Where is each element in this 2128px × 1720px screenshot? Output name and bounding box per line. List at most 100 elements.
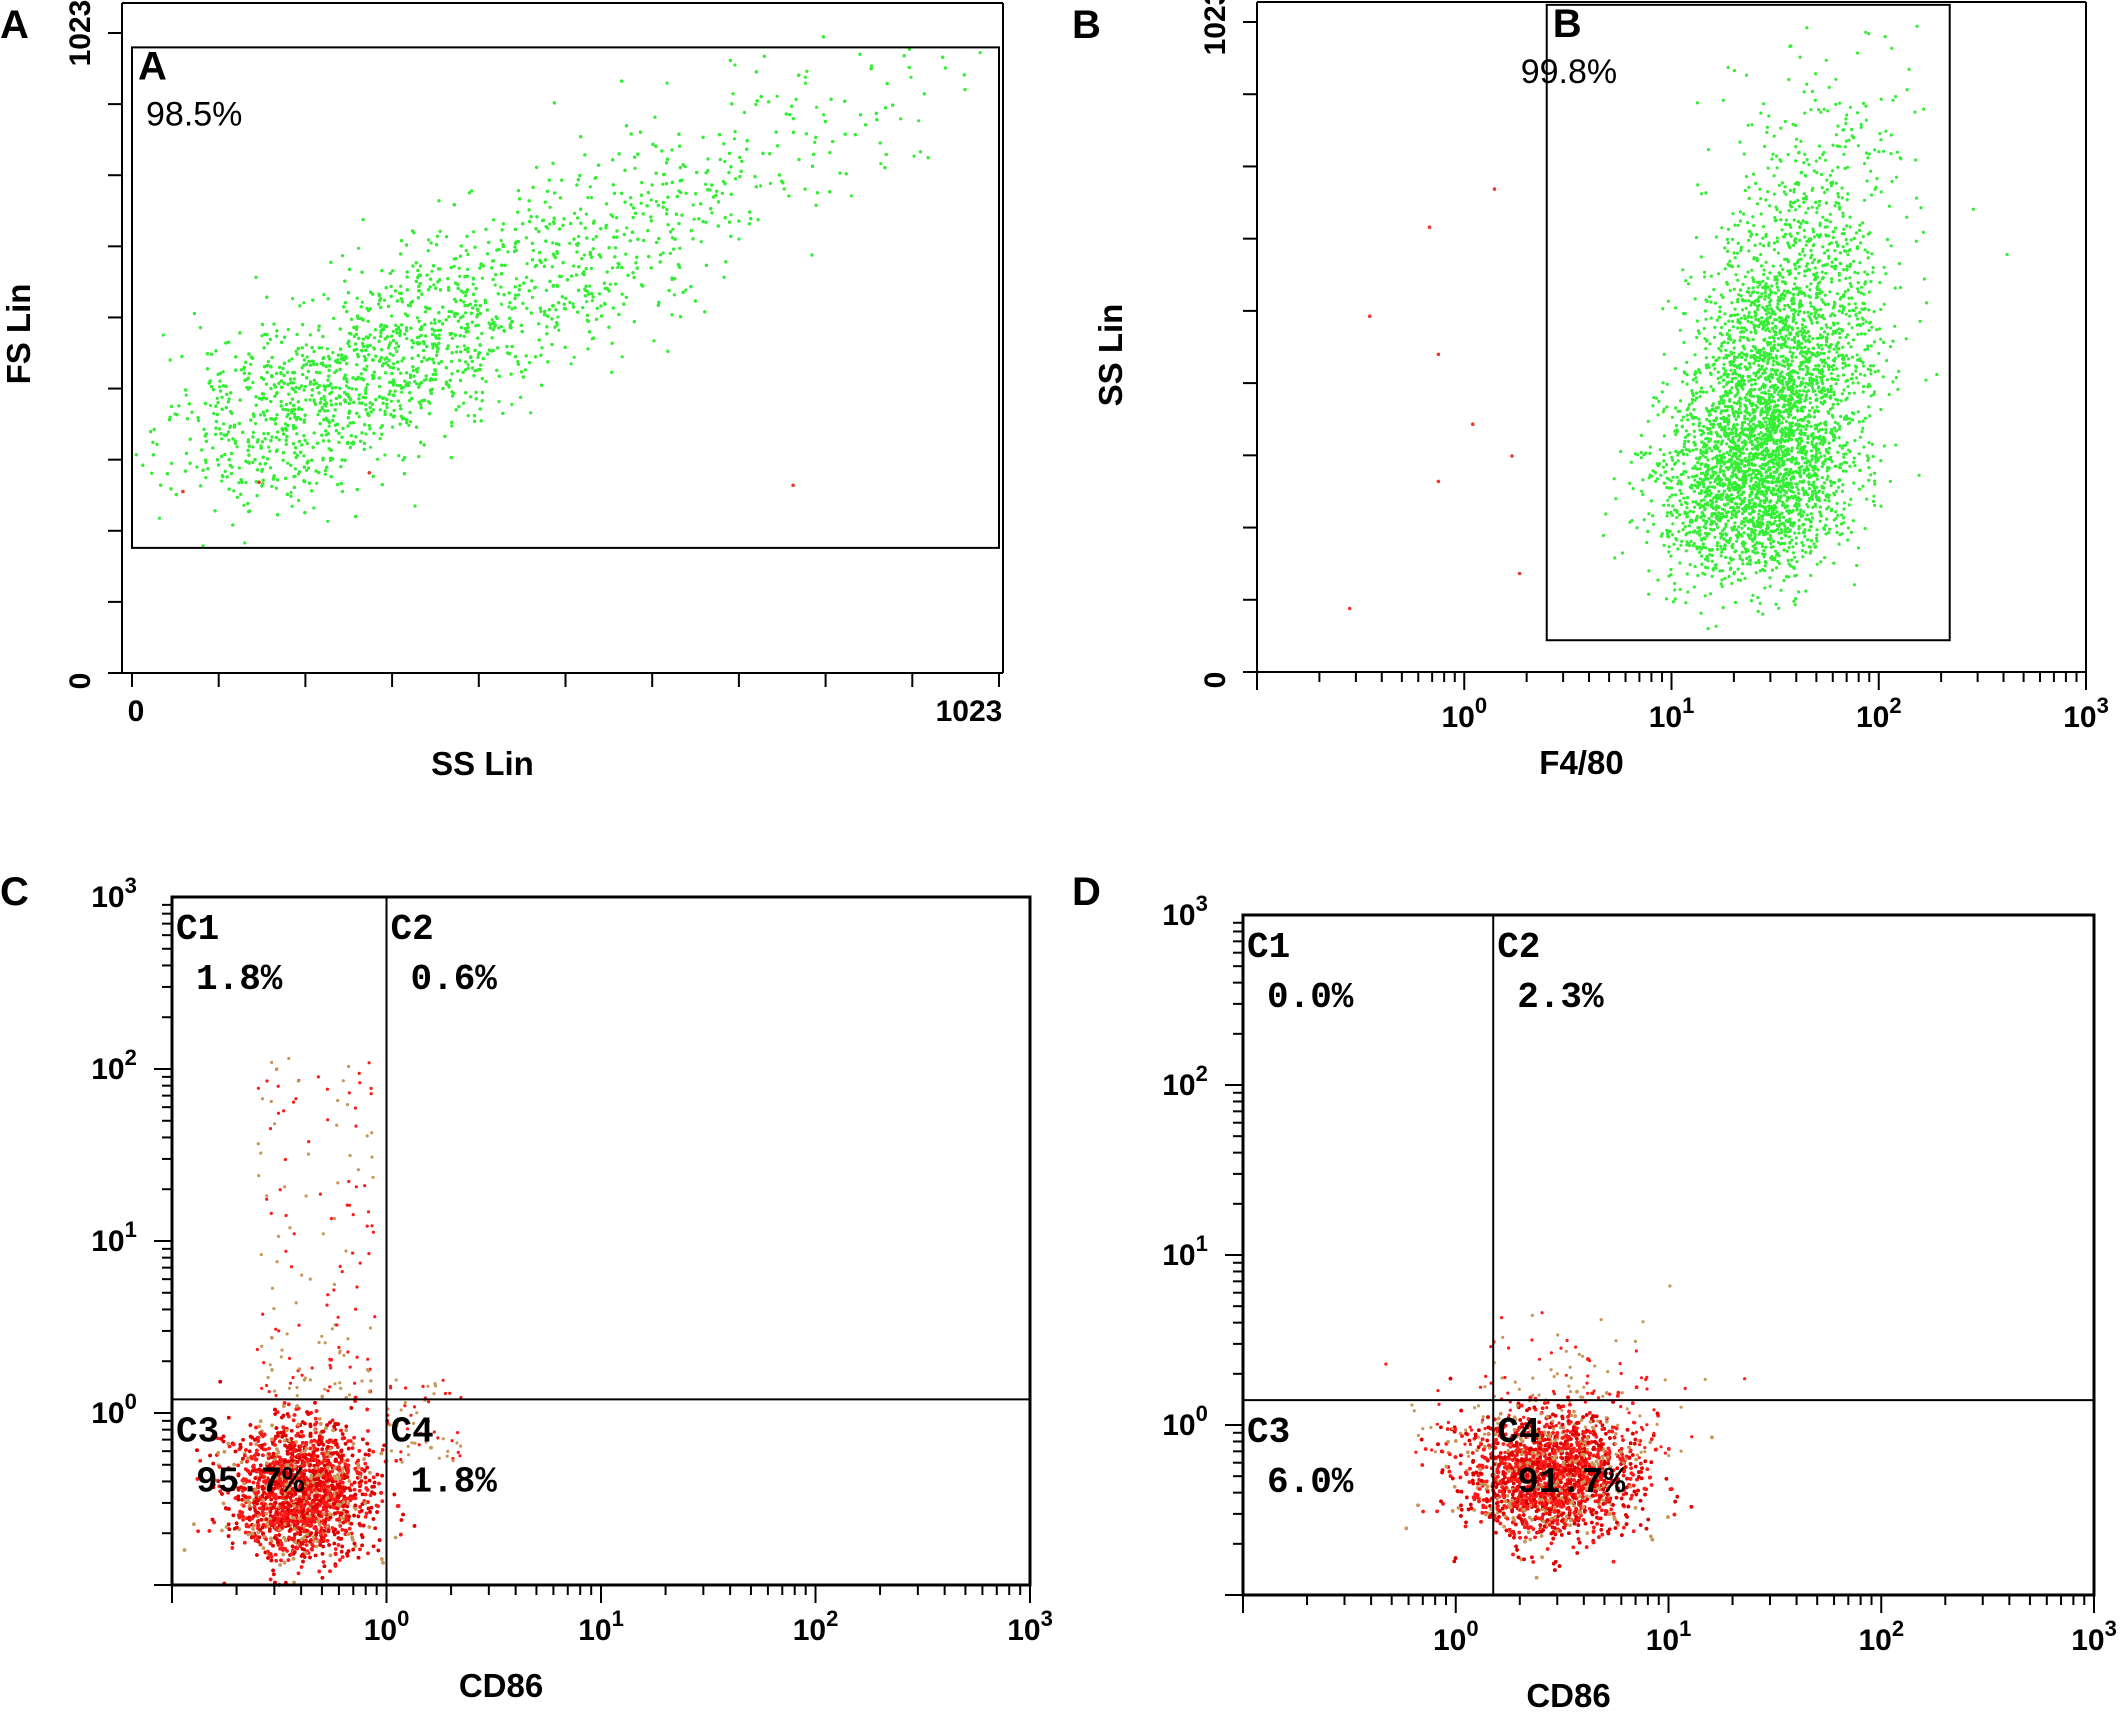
data-point <box>589 255 594 259</box>
data-point <box>518 284 522 288</box>
data-point <box>433 368 437 372</box>
data-point <box>318 409 322 413</box>
data-point <box>269 399 273 404</box>
data-point <box>547 308 551 312</box>
data-point <box>351 421 355 425</box>
data-point <box>577 234 581 239</box>
data-point <box>575 183 579 187</box>
data-point <box>170 461 174 465</box>
data-point <box>474 324 478 328</box>
data-point <box>470 189 474 193</box>
data-point <box>424 377 428 381</box>
data-point <box>289 490 293 495</box>
data-point <box>446 344 450 348</box>
data-point <box>362 378 366 382</box>
data-point <box>270 484 274 488</box>
data-point <box>299 450 303 454</box>
data-point <box>263 462 267 466</box>
data-point <box>1856 144 1860 148</box>
data-point <box>623 200 627 204</box>
data-point <box>284 402 288 407</box>
data-point <box>437 199 441 203</box>
data-point <box>691 237 695 241</box>
data-point <box>405 314 409 318</box>
data-point <box>220 407 224 411</box>
data-point <box>1846 538 1850 542</box>
data-point <box>260 334 264 338</box>
data-point <box>874 111 878 115</box>
data-point <box>1787 243 1791 247</box>
data-point <box>388 352 392 356</box>
data-point <box>352 348 356 352</box>
data-point <box>329 475 333 479</box>
data-point <box>594 235 598 239</box>
data-point <box>151 453 155 457</box>
data-point <box>157 516 162 520</box>
data-point <box>597 253 601 257</box>
data-point <box>664 182 669 186</box>
data-point <box>447 315 451 319</box>
data-point <box>815 105 819 109</box>
data-point <box>302 434 306 438</box>
data-point <box>485 308 489 312</box>
data-point <box>365 364 369 368</box>
data-point <box>452 203 456 207</box>
data-point <box>1822 481 1827 485</box>
data-point <box>312 382 316 386</box>
data-point <box>436 328 440 332</box>
data-point <box>208 403 213 408</box>
data-point <box>869 67 873 71</box>
data-point <box>542 264 547 268</box>
data-point <box>218 385 222 389</box>
data-point <box>510 344 514 349</box>
data-point <box>962 73 966 77</box>
data-point <box>543 258 548 262</box>
data-point <box>572 237 576 241</box>
data-point <box>290 386 294 390</box>
data-point <box>1836 195 1841 199</box>
data-point <box>669 230 673 234</box>
data-point <box>512 249 517 254</box>
data-point <box>510 307 514 311</box>
data-point <box>1819 326 1823 331</box>
data-point <box>305 468 309 472</box>
data-point <box>450 351 454 355</box>
data-point <box>544 288 549 292</box>
data-point <box>209 385 214 389</box>
data-point <box>1780 228 1784 232</box>
data-point <box>479 363 483 367</box>
data-point <box>395 349 399 353</box>
data-point <box>522 281 526 285</box>
data-point <box>599 255 603 259</box>
data-point <box>382 298 387 302</box>
data-point <box>423 323 427 327</box>
data-point <box>1764 420 1768 424</box>
data-point <box>535 215 539 219</box>
data-point <box>424 374 428 378</box>
data-point <box>1783 304 1787 308</box>
data-point <box>447 309 451 314</box>
data-point <box>471 292 476 296</box>
data-point <box>293 467 297 471</box>
data-point <box>521 375 526 379</box>
data-point <box>810 253 814 257</box>
data-point <box>782 187 786 191</box>
data-point <box>340 254 345 258</box>
data-point <box>326 378 330 382</box>
data-point <box>576 178 581 182</box>
data-point <box>266 341 270 345</box>
data-point <box>260 397 264 401</box>
data-point <box>309 380 313 384</box>
data-point <box>350 387 354 391</box>
data-point <box>577 265 581 269</box>
data-point <box>491 277 495 282</box>
data-point <box>909 75 913 79</box>
data-point <box>463 326 467 331</box>
data-point <box>473 369 477 373</box>
data-point <box>345 309 349 314</box>
data-point <box>345 380 349 384</box>
data-point <box>494 273 498 277</box>
data-point <box>246 501 250 506</box>
data-point <box>411 369 415 373</box>
data-point <box>232 423 237 427</box>
